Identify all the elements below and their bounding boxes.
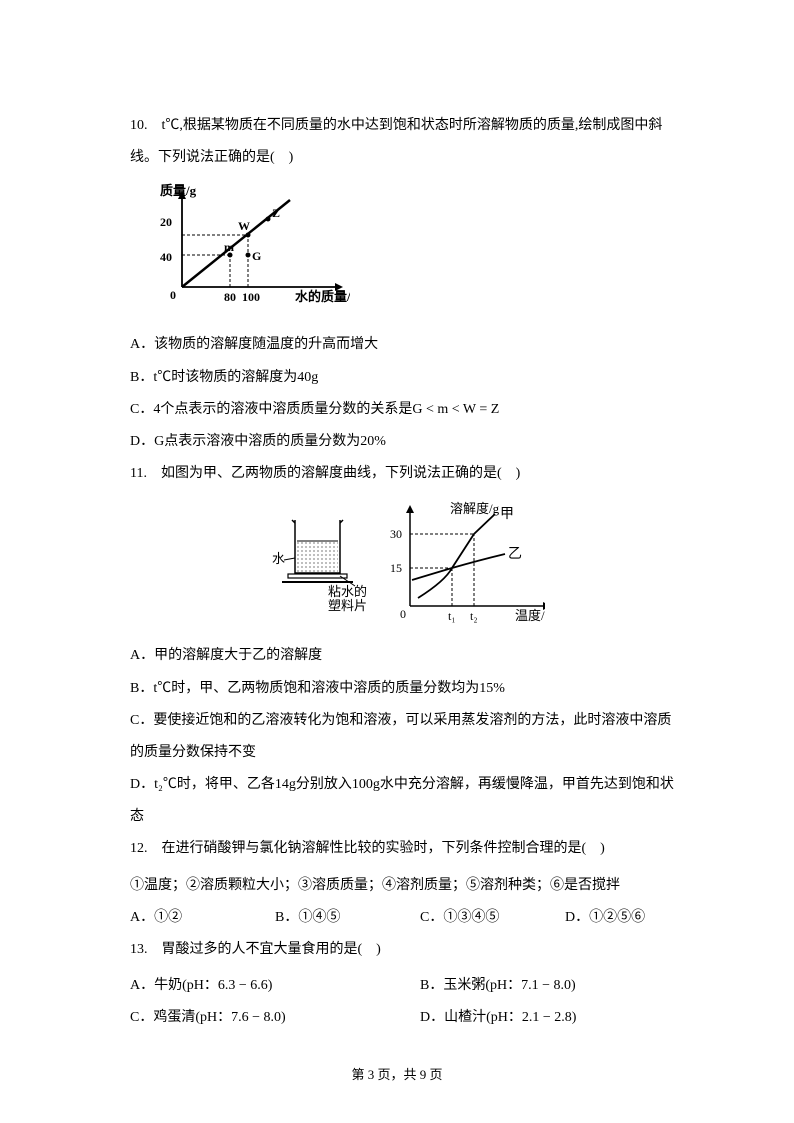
q10-text: 10. t℃,根据某物质在不同质量的水中达到饱和状态时所溶解物质的质量,绘制成图… xyxy=(130,110,676,174)
svg-text:温度/℃: 温度/℃ xyxy=(515,608,545,623)
q11-opt-a: A．甲的溶解度大于乙的溶解度 xyxy=(130,640,676,672)
svg-text:水的质量/g: 水的质量/g xyxy=(295,289,350,304)
q10-opt-d: D．G点表示溶液中溶质的质量分数为20% xyxy=(130,426,676,458)
svg-text:W: W xyxy=(238,219,250,233)
q11-opt-c: C．要使接近饱和的乙溶液转化为饱和溶液，可以采用蒸发溶剂的方法，此时溶液中溶质的… xyxy=(130,705,676,769)
svg-text:20: 20 xyxy=(160,215,172,229)
svg-text:甲: 甲 xyxy=(500,507,514,522)
svg-text:15: 15 xyxy=(390,561,402,575)
q12-opt-d: D．①②⑤⑥ xyxy=(565,902,645,934)
svg-text:30: 30 xyxy=(390,527,402,541)
svg-text:t₁: t₁ xyxy=(448,609,456,623)
svg-text:塑料片: 塑料片 xyxy=(328,598,367,613)
q12-text: 12. 在进行硝酸钾与氯化钠溶解性比较的实验时，下列条件控制合理的是( ) xyxy=(130,833,676,865)
q12-opt-a: A．①② xyxy=(130,902,275,934)
q13-opt-c: C．鸡蛋清(pH：7.6 − 8.0) xyxy=(130,1002,420,1034)
q12-conditions: ①温度；②溶质颗粒大小；③溶质质量；④溶剂质量；⑤溶剂种类；⑥是否搅拌 xyxy=(130,870,676,902)
q11-opt-b: B．t℃时，甲、乙两物质饱和溶液中溶质的质量分数均为15% xyxy=(130,673,676,705)
svg-text:0: 0 xyxy=(400,607,406,621)
q10-opt-c: C．4个点表示的溶液中溶质质量分数的关系是G < m < W = Z xyxy=(130,394,676,426)
svg-text:100: 100 xyxy=(242,290,260,304)
q10-opt-b: B．t℃时该物质的溶解度为40g xyxy=(130,362,676,394)
page-footer: 第 3 页，共 9 页 xyxy=(0,1064,794,1083)
svg-text:40: 40 xyxy=(160,250,172,264)
svg-text:Z: Z xyxy=(272,206,280,220)
q11-opt-d: D．t₂℃时，将甲、乙各14g分别放入100g水中充分溶解，再缓慢降温，甲首先达… xyxy=(130,769,676,833)
q12-opt-b: B．①④⑤ xyxy=(275,902,420,934)
q13-opt-b: B．玉米粥(pH：7.1 − 8.0) xyxy=(420,970,576,1002)
q11-diagram: 水粘水的塑料片 溶解度/g 温度/℃ 0 15 30 t₁ t₂ 甲乙 xyxy=(260,498,676,628)
q12-options: A．①② B．①④⑤ C．①③④⑤ D．①②⑤⑥ xyxy=(130,902,676,934)
svg-text:溶解度/g: 溶解度/g xyxy=(450,501,500,516)
q13-opt-d: D．山楂汁(pH：2.1 − 2.8) xyxy=(420,1002,576,1034)
q13-text: 13. 胃酸过多的人不宜大量食用的是( ) xyxy=(130,934,676,966)
q10-opt-a: A．该物质的溶解度随温度的升高而增大 xyxy=(130,329,676,361)
svg-text:G: G xyxy=(252,249,261,263)
q13-row1: A．牛奶(pH：6.3 − 6.6) B．玉米粥(pH：7.1 − 8.0) xyxy=(130,970,676,1002)
svg-text:m: m xyxy=(224,240,234,254)
svg-text:0: 0 xyxy=(170,288,176,302)
q12-opt-c: C．①③④⑤ xyxy=(420,902,565,934)
svg-text:粘水的: 粘水的 xyxy=(328,584,367,599)
svg-text:t₂: t₂ xyxy=(470,609,478,623)
q11-text: 11. 如图为甲、乙两物质的溶解度曲线，下列说法正确的是( ) xyxy=(130,458,676,490)
svg-text:质量/g: 质量/g xyxy=(160,183,197,198)
svg-text:80: 80 xyxy=(224,290,236,304)
svg-text:乙: 乙 xyxy=(508,546,522,562)
q13-opt-a: A．牛奶(pH：6.3 − 6.6) xyxy=(130,970,420,1002)
svg-text:水: 水 xyxy=(272,551,285,566)
q10-chart: 质量/g 水的质量/g 0 20 40 80 100 m G W Z xyxy=(140,182,676,317)
q13-row2: C．鸡蛋清(pH：7.6 − 8.0) D．山楂汁(pH：2.1 − 2.8) xyxy=(130,1002,676,1034)
